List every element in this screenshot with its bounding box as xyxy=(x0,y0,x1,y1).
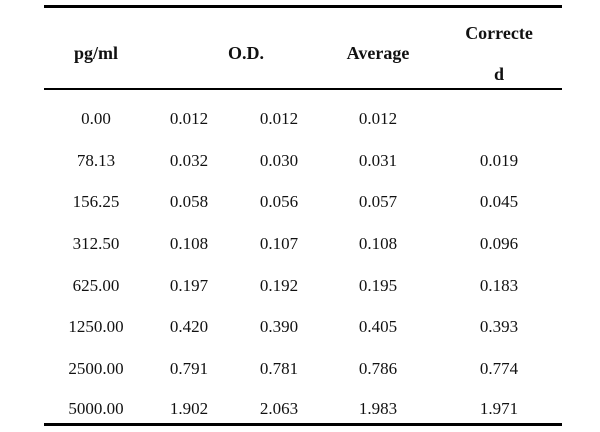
cell-od2: 0.107 xyxy=(259,234,299,253)
cell-pgml: 156.25 xyxy=(72,192,120,211)
table-top-rule xyxy=(44,5,562,8)
cell-average: 0.012 xyxy=(358,109,398,128)
header-average: Average xyxy=(346,43,410,63)
header-od: O.D. xyxy=(228,43,264,63)
cell-od2: 0.030 xyxy=(259,151,299,170)
cell-average: 0.057 xyxy=(358,192,398,211)
cell-od1: 0.791 xyxy=(169,359,209,378)
header-pgml: pg/ml xyxy=(73,43,119,63)
cell-od2: 0.781 xyxy=(259,359,299,378)
cell-average: 1.983 xyxy=(358,399,398,418)
cell-corrected: 0.393 xyxy=(479,317,519,336)
cell-od1: 0.032 xyxy=(169,151,209,170)
cell-pgml: 2500.00 xyxy=(68,359,124,378)
cell-corrected: 0.774 xyxy=(479,359,519,378)
cell-average: 0.195 xyxy=(358,276,398,295)
cell-od1: 0.108 xyxy=(169,234,209,253)
cell-od2: 0.012 xyxy=(259,109,299,128)
cell-od1: 0.197 xyxy=(169,276,209,295)
cell-average: 0.031 xyxy=(358,151,398,170)
cell-pgml: 312.50 xyxy=(72,234,120,253)
cell-corrected: 0.096 xyxy=(479,234,519,253)
table-header-rule xyxy=(44,88,562,90)
cell-corrected: 0.183 xyxy=(479,276,519,295)
cell-od1: 1.902 xyxy=(169,399,209,418)
cell-od2: 0.192 xyxy=(259,276,299,295)
cell-od1: 0.420 xyxy=(169,317,209,336)
cell-average: 0.108 xyxy=(358,234,398,253)
cell-average: 0.405 xyxy=(358,317,398,336)
cell-average: 0.786 xyxy=(358,359,398,378)
header-corrected-line2: d xyxy=(493,64,505,84)
cell-pgml: 1250.00 xyxy=(68,317,124,336)
cell-pgml: 0.00 xyxy=(81,109,111,128)
table-bottom-rule xyxy=(44,423,562,426)
cell-pgml: 5000.00 xyxy=(68,399,124,418)
cell-pgml: 78.13 xyxy=(76,151,116,170)
cell-corrected: 0.019 xyxy=(479,151,519,170)
cell-pgml: 625.00 xyxy=(72,276,120,295)
header-corrected-line1: Correcte xyxy=(465,23,533,43)
cell-od2: 0.056 xyxy=(259,192,299,211)
cell-od2: 0.390 xyxy=(259,317,299,336)
cell-corrected: 1.971 xyxy=(479,399,519,418)
cell-od2: 2.063 xyxy=(259,399,299,418)
cell-od1: 0.012 xyxy=(169,109,209,128)
cell-od1: 0.058 xyxy=(169,192,209,211)
cell-corrected: 0.045 xyxy=(479,192,519,211)
